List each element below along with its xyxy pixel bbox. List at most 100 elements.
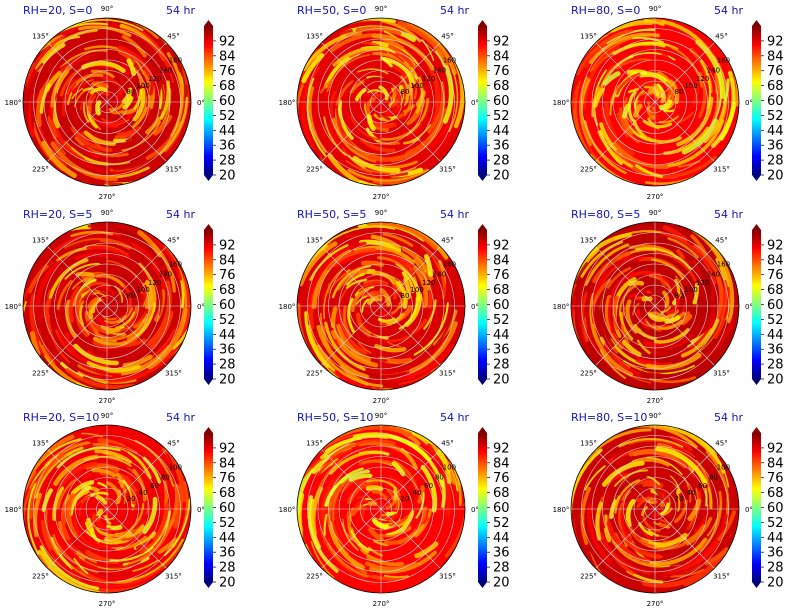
polar-panel: 90° 45° 0° 315° 270° 225° 180° 135° 801001201401… <box>279 4 510 201</box>
colorbar-tick-label: 76 <box>219 64 236 79</box>
field-streak <box>414 541 439 559</box>
colorbar-tick-label: 20 <box>219 576 236 591</box>
field-streak <box>669 45 703 88</box>
field-streak <box>667 237 699 259</box>
field-streak <box>349 527 372 552</box>
field-streak <box>415 492 425 519</box>
colorbar-tick-label: 44 <box>767 124 784 139</box>
field-streak <box>628 88 639 94</box>
colorbar-tick-label: 92 <box>767 34 784 49</box>
field-streak <box>642 360 697 373</box>
field-streak <box>115 535 147 551</box>
colorbar-tick-label: 20 <box>219 373 236 388</box>
field-streak <box>301 456 325 479</box>
field-streak <box>122 283 132 312</box>
polar-frame <box>296 221 466 391</box>
field-streak <box>117 307 134 324</box>
field-streak <box>84 558 142 569</box>
angle-tick-label: 180° <box>279 506 296 514</box>
angle-tick-label: 135° <box>580 440 597 448</box>
field-streak <box>127 450 152 480</box>
colorbar-tick-label: 68 <box>219 283 236 298</box>
colorbar-tick-label: 68 <box>767 79 784 94</box>
field-streak <box>411 124 432 142</box>
field-streak <box>649 425 698 449</box>
radial-tick-label: 140 <box>433 66 446 74</box>
colorbar-tick-label: 76 <box>767 64 784 79</box>
field-streak <box>584 243 630 286</box>
field-streak <box>380 111 391 121</box>
field-streak <box>676 115 692 129</box>
panel-grid: 90°45°0°315°270°225°180°135°801001201401… <box>5 4 784 608</box>
field-streak <box>575 29 634 76</box>
radial-tick-label: 120 <box>696 279 709 287</box>
field-streak <box>371 33 435 71</box>
radial-tick-label: 140 <box>707 66 720 74</box>
field-streak <box>601 460 645 487</box>
radial-tick-label: 120 <box>148 75 161 83</box>
angle-tick-label: 180° <box>279 99 296 107</box>
field-streak <box>77 361 122 376</box>
colorbar-tick-label: 76 <box>219 471 236 486</box>
field-streak <box>44 509 59 556</box>
field-streak <box>388 474 406 500</box>
field-streak <box>76 565 110 585</box>
colorbar-extend-min <box>478 379 487 385</box>
colorbar-tick-label: 76 <box>767 471 784 486</box>
field-streak <box>618 284 637 317</box>
angle-tick-label: 135° <box>580 33 597 41</box>
field-streak <box>306 77 327 157</box>
angle-tick-label: 0° <box>197 99 205 107</box>
field-streak <box>664 315 681 324</box>
colorbar-tick-label: 92 <box>493 238 510 253</box>
field-streak <box>585 283 607 359</box>
angular-grid-line <box>654 246 715 307</box>
colorbar-extend-max <box>752 20 761 26</box>
panel-time-label: 54 hr <box>166 4 195 17</box>
field-streak <box>357 68 389 75</box>
field-streak <box>639 302 644 319</box>
field-streak <box>397 509 415 527</box>
field-streak <box>47 313 71 364</box>
field-streak <box>310 541 343 586</box>
colorbar-tick-label: 36 <box>493 546 510 561</box>
polar-frame <box>22 221 192 391</box>
field-streak <box>616 112 629 138</box>
field-streak <box>336 323 372 362</box>
field-streak <box>663 109 675 113</box>
field-streak <box>692 310 724 355</box>
field-streak <box>368 546 383 557</box>
field-streak <box>682 476 692 503</box>
field-streak <box>412 265 429 309</box>
field-streak <box>680 274 691 301</box>
field-streak <box>674 278 681 293</box>
field-streak <box>86 517 94 532</box>
field-streak <box>653 554 713 577</box>
field-streak <box>571 448 603 528</box>
angle-tick-label: 45° <box>167 33 179 41</box>
field-streak <box>704 547 729 566</box>
field-streak <box>324 466 353 492</box>
angle-tick-label: 90° <box>375 412 387 420</box>
field-streak <box>71 505 76 532</box>
field-streak <box>658 99 673 110</box>
angular-grid-line <box>47 101 108 162</box>
radial-tick-label: 140 <box>707 270 720 278</box>
colorbar-tick-label: 36 <box>767 546 784 561</box>
field-streak <box>400 447 418 470</box>
field-streak <box>136 302 156 337</box>
panel-title: RH=80, S=10 <box>571 411 647 424</box>
colorbar-tick-label: 76 <box>493 268 510 283</box>
field-streak <box>25 34 66 86</box>
angular-grid-line <box>595 42 656 103</box>
field-streak <box>662 541 689 550</box>
field-streak <box>73 343 119 366</box>
field-streak <box>653 486 664 502</box>
radial-tick-label: 160 <box>717 57 730 65</box>
field-streak <box>692 283 699 305</box>
field-streak <box>663 507 673 516</box>
panel-time-label: 54 hr <box>440 411 469 424</box>
radial-tick-label: 100 <box>443 464 456 472</box>
field-streak <box>94 292 106 298</box>
